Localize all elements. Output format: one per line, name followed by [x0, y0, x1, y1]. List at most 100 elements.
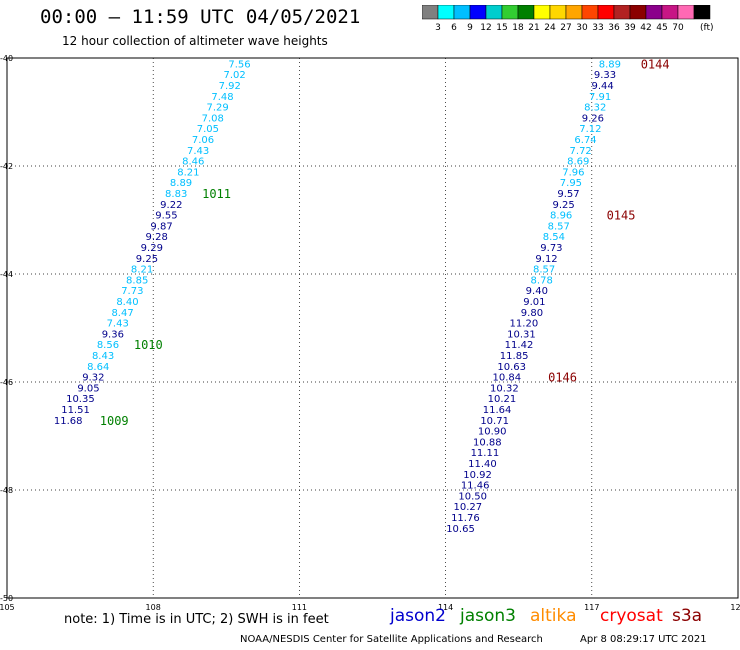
wave-height-label: 8.54 — [543, 232, 565, 243]
wave-height-label: 8.47 — [111, 308, 133, 319]
wave-height-label: 8.40 — [116, 297, 138, 308]
wave-height-label: 9.40 — [526, 286, 548, 297]
x-tick-label: 120 — [730, 603, 740, 612]
wave-height-label: 11.40 — [468, 459, 497, 470]
colorbar-label: 15 — [496, 23, 507, 33]
wave-height-label: 11.76 — [451, 513, 480, 524]
wave-height-label: 8.89 — [599, 59, 621, 70]
wave-height-label: 9.80 — [521, 308, 543, 319]
legend-cryosat: cryosat — [600, 606, 663, 626]
pass-number-label: 1010 — [134, 338, 163, 352]
wave-height-label: 11.46 — [461, 481, 490, 492]
colorbar-label: 33 — [592, 23, 603, 33]
wave-height-label: 9.12 — [535, 254, 557, 265]
colorbar-label: 27 — [560, 23, 571, 33]
wave-height-label: 7.12 — [579, 124, 601, 135]
legend-jason2: jason2 — [390, 606, 446, 626]
pass-number-label: 0146 — [548, 371, 577, 385]
wave-height-label: 11.64 — [483, 405, 512, 416]
wave-height-label: 10.21 — [488, 394, 517, 405]
y-tick-label: -46 — [0, 378, 13, 387]
colorbar-label: 6 — [451, 23, 457, 33]
wave-height-label: 11.68 — [54, 416, 83, 427]
pass-number-label: 1009 — [100, 414, 129, 428]
wave-height-label: 11.42 — [505, 340, 534, 351]
wave-height-label: 11.11 — [471, 448, 500, 459]
wave-height-label: 10.63 — [497, 362, 526, 373]
plot-frame — [6, 57, 739, 599]
colorbar-label: 39 — [624, 23, 636, 33]
legend-s3a: s3a — [672, 606, 703, 626]
legend-jason3: jason3 — [460, 606, 516, 626]
units-note: note: 1) Time is in UTC; 2) SWH is in fe… — [64, 612, 329, 627]
wave-height-label: 7.72 — [570, 146, 592, 157]
wave-height-label: 7.29 — [206, 103, 228, 114]
y-tick-label: -42 — [0, 162, 13, 171]
wave-height-label: 8.69 — [567, 157, 589, 168]
y-tick-label: -44 — [0, 270, 13, 279]
wave-height-label: 8.56 — [97, 340, 119, 351]
wave-height-label: 9.33 — [594, 70, 616, 81]
colorbar-label: 21 — [528, 23, 539, 33]
wave-height-label: 11.20 — [510, 319, 539, 330]
y-tick-label: -48 — [0, 486, 13, 495]
wave-height-label: 9.55 — [155, 211, 177, 222]
wave-height-label: 10.90 — [478, 427, 507, 438]
x-tick-label: 117 — [584, 603, 599, 612]
wave-height-label: 10.92 — [463, 470, 492, 481]
wave-height-label: 7.95 — [560, 178, 582, 189]
colorbar-label: 3 — [435, 23, 441, 33]
wave-height-label: 10.31 — [507, 329, 536, 340]
color-scale-legend: 3 6 9 12 15 18 21 24 27 30 33 36 39 42 45 70 (ft) — [422, 5, 714, 33]
wave-height-label: 9.87 — [150, 221, 172, 232]
wave-height-label: 10.71 — [480, 416, 509, 427]
wave-height-label: 7.56 — [228, 59, 250, 70]
wave-height-label: 11.51 — [61, 405, 90, 416]
wave-height-label: 10.35 — [66, 394, 95, 405]
wave-height-label: 8.64 — [87, 362, 109, 373]
wave-height-label: 10.65 — [446, 524, 475, 535]
wave-height-label: 8.83 — [165, 189, 187, 200]
x-tick-label: 111 — [292, 603, 307, 612]
colorbar-label: 70 — [672, 23, 684, 33]
wave-height-label: 9.73 — [540, 243, 562, 254]
y-tick-label: -50 — [0, 594, 13, 603]
wave-height-label: 9.29 — [141, 243, 163, 254]
pass-number-label: 1011 — [202, 187, 231, 201]
wave-height-label: 7.05 — [197, 124, 219, 135]
colorbar-label: 30 — [576, 23, 588, 33]
pass-number-label: 0144 — [641, 57, 670, 71]
wave-height-label: 10.88 — [473, 437, 502, 448]
wave-height-label: 7.08 — [202, 113, 224, 124]
wave-height-label: 8.21 — [131, 265, 153, 276]
wave-height-label: 9.01 — [523, 297, 545, 308]
wave-height-label: 8.46 — [182, 157, 204, 168]
wave-height-label: 7.92 — [219, 81, 241, 92]
wave-height-label: 8.32 — [584, 103, 606, 114]
wave-height-label: 11.85 — [500, 351, 529, 362]
wave-height-label: 7.02 — [224, 70, 246, 81]
wave-height-label: 7.06 — [192, 135, 214, 146]
wave-height-label: 7.48 — [211, 92, 233, 103]
wave-height-label: 7.43 — [107, 319, 129, 330]
wave-height-label: 9.44 — [591, 81, 613, 92]
wave-height-label: 7.43 — [187, 146, 209, 157]
wave-height-label: 8.21 — [177, 167, 199, 178]
colorbar-label: 12 — [480, 23, 491, 33]
wave-height-label: 10.32 — [490, 383, 519, 394]
wave-height-label: 10.27 — [454, 502, 483, 513]
wave-height-label: 8.96 — [550, 211, 572, 222]
wave-height-label: 9.22 — [160, 200, 182, 211]
x-tick-label: 108 — [146, 603, 161, 612]
page-title: 00:00 — 11:59 UTC 04/05/2021 — [40, 6, 361, 28]
wave-height-label: 8.85 — [126, 275, 148, 286]
x-tick-label: 105 — [0, 603, 15, 612]
legend-altika: altika — [530, 606, 577, 626]
wave-height-label: 10.84 — [492, 373, 521, 384]
wave-height-label: 8.57 — [548, 221, 570, 232]
wave-height-label: 9.57 — [557, 189, 579, 200]
colorbar-label: 24 — [544, 23, 556, 33]
wave-height-label: 9.26 — [582, 113, 604, 124]
x-tick-label: 114 — [438, 603, 453, 612]
page-subtitle: 12 hour collection of altimeter wave hei… — [62, 34, 328, 48]
